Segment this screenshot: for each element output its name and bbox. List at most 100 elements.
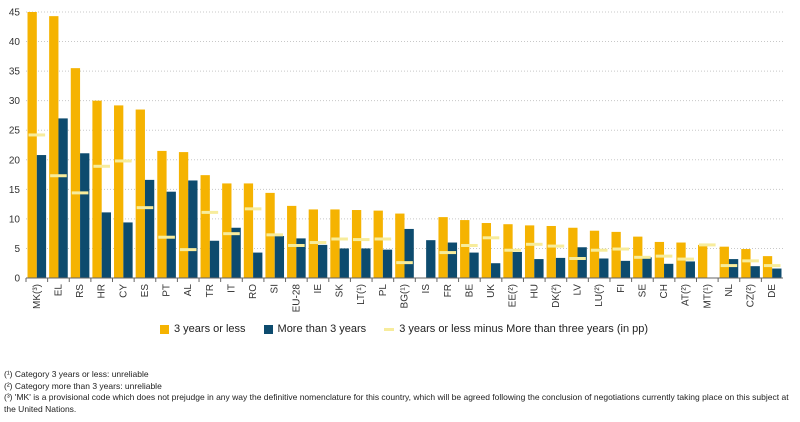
footnote-3: (³) 'MK' is a provisional code which doe…	[4, 392, 789, 414]
difference-marker	[309, 241, 327, 245]
x-tick-label: EU-28	[291, 284, 302, 313]
x-tick-label: HR	[97, 284, 108, 298]
x-tick-label: AL	[183, 284, 194, 297]
y-tick-label: 25	[9, 126, 21, 137]
x-tick-label: BE	[464, 284, 475, 298]
difference-marker	[71, 191, 89, 195]
difference-marker	[547, 244, 565, 248]
difference-marker	[93, 164, 111, 168]
x-tick-label: MT(¹)	[702, 284, 713, 308]
bar-more-than-3-years	[491, 263, 501, 278]
x-tick-label: FI	[616, 284, 627, 293]
bar-more-than-3-years	[728, 259, 739, 278]
bar-more-than-3-years	[555, 257, 566, 278]
difference-marker	[396, 261, 413, 265]
bar-3-years-or-less	[395, 213, 405, 278]
difference-marker	[569, 256, 586, 260]
x-tick-label: EL	[53, 284, 64, 297]
bar-3-years-or-less	[589, 230, 600, 278]
bar-more-than-3-years	[685, 261, 695, 278]
x-tick-label: LT(¹)	[356, 284, 367, 305]
difference-marker	[742, 259, 759, 263]
bar-3-years-or-less	[654, 241, 665, 278]
bar-3-years-or-less	[524, 225, 535, 278]
x-tick-label: EE(²)	[508, 284, 519, 307]
bar-3-years-or-less	[373, 210, 383, 278]
difference-marker	[525, 242, 543, 246]
x-tick-label: PL	[378, 284, 389, 297]
x-tick-label: DE	[767, 284, 778, 298]
x-tick-label: SK	[335, 284, 346, 298]
bar-3-years-or-less	[200, 175, 210, 278]
bar-more-than-3-years	[144, 179, 155, 278]
bar-3-years-or-less	[178, 152, 189, 278]
bar-more-than-3-years	[317, 244, 328, 278]
bar-3-years-or-less	[460, 220, 470, 278]
bar-chart: 0 5 10 15 20 25 30 35 40 45 MK(³) EL RS HR CY ES PT AL TR…	[9, 8, 783, 313]
bar-more-than-3-years	[599, 258, 609, 278]
bar-more-than-3-years	[101, 212, 112, 278]
x-tick-label: RO	[248, 284, 259, 299]
bar-3-years-or-less	[135, 109, 145, 279]
x-tick-label: CH	[659, 284, 670, 298]
x-tick-label: IE	[313, 284, 324, 294]
bar-more-than-3-years	[577, 247, 587, 278]
difference-marker	[352, 238, 370, 242]
legend-label-diff: 3 years or less minus More than three ye…	[399, 323, 649, 335]
y-tick-label: 0	[14, 274, 20, 285]
x-tick-label: CZ(²)	[746, 284, 757, 307]
difference-marker	[612, 247, 630, 251]
y-tick-label: 40	[9, 37, 21, 48]
difference-marker	[331, 237, 348, 241]
y-tick-label: 15	[9, 185, 21, 196]
x-tick-label: IS	[421, 284, 432, 294]
legend-label-short: 3 years or less	[174, 323, 246, 335]
bar-3-years-or-less	[330, 209, 340, 278]
footnotes: (¹) Category 3 years or less: unreliable…	[4, 369, 794, 415]
footnote-1: (¹) Category 3 years or less: unreliable	[4, 369, 149, 379]
difference-marker	[201, 210, 219, 214]
x-tick-label: ES	[140, 284, 151, 298]
bar-more-than-3-years	[274, 236, 285, 278]
x-tick-label: BG(¹)	[400, 284, 411, 308]
bar-3-years-or-less	[546, 225, 556, 278]
x-tick-label: FR	[443, 284, 454, 297]
y-tick-label: 20	[9, 155, 21, 166]
difference-marker	[698, 243, 716, 247]
bar-3-years-or-less	[611, 231, 621, 278]
difference-marker	[136, 206, 154, 210]
bar-more-than-3-years	[253, 252, 263, 278]
legend-item-short: 3 years or less	[160, 323, 246, 335]
difference-marker	[763, 264, 781, 268]
bar-more-than-3-years	[231, 227, 241, 278]
x-tick-label: RS	[75, 284, 86, 298]
legend-label-long: More than 3 years	[277, 323, 367, 335]
legend-swatch-diff	[384, 327, 395, 331]
x-tick-label: SE	[637, 284, 648, 298]
bar-more-than-3-years	[123, 222, 133, 278]
bar-3-years-or-less	[741, 249, 751, 278]
bar-3-years-or-less	[243, 183, 254, 278]
bar-3-years-or-less	[114, 105, 124, 278]
difference-marker	[655, 254, 673, 258]
difference-marker	[439, 251, 457, 255]
y-tick-label: 30	[9, 96, 21, 107]
difference-marker	[461, 243, 478, 247]
difference-marker	[504, 248, 521, 252]
x-tick-label: TR	[205, 284, 216, 297]
bar-3-years-or-less	[157, 150, 167, 278]
bar-more-than-3-years	[772, 268, 782, 278]
x-tick-label: NL	[724, 284, 735, 297]
legend-item-diff: 3 years or less minus More than three ye…	[384, 323, 648, 335]
y-tick-label: 5	[14, 244, 20, 255]
y-axis: 0 5 10 15 20 25 30 35 40 45	[9, 8, 21, 285]
bar-more-than-3-years	[620, 260, 631, 278]
difference-marker	[266, 233, 284, 237]
difference-marker	[590, 248, 608, 252]
x-tick-label: PT	[162, 284, 173, 297]
y-tick-label: 35	[9, 67, 21, 78]
legend-swatch-short	[160, 324, 169, 334]
bar-more-than-3-years	[404, 228, 414, 278]
y-tick-label: 10	[9, 214, 21, 225]
difference-marker	[223, 232, 240, 236]
